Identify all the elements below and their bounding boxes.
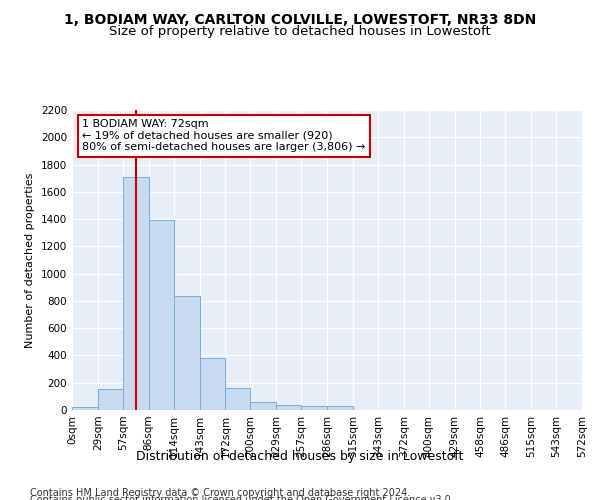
Bar (250, 402, 276, 410)
Text: 1, BODIAM WAY, CARLTON COLVILLE, LOWESTOFT, NR33 8DN: 1, BODIAM WAY, CARLTON COLVILLE, LOWESTO… (64, 12, 536, 26)
Bar (123, 177, 149, 410)
Bar (226, 388, 250, 410)
Text: 1 BODIAM WAY: 72sqm
← 19% of detached houses are smaller (920)
80% of semi-detac: 1 BODIAM WAY: 72sqm ← 19% of detached ho… (82, 119, 365, 152)
Text: Contains HM Land Registry data © Crown copyright and database right 2024.: Contains HM Land Registry data © Crown c… (30, 488, 410, 498)
Bar (276, 405, 301, 410)
Text: Contains public sector information licensed under the Open Government Licence v3: Contains public sector information licen… (30, 495, 454, 500)
Bar (72, 408, 98, 410)
Text: Distribution of detached houses by size in Lowestoft: Distribution of detached houses by size … (136, 450, 464, 463)
Bar (173, 296, 199, 410)
Bar (149, 220, 173, 410)
Bar (301, 406, 327, 410)
Y-axis label: Number of detached properties: Number of detached properties (25, 172, 35, 348)
Bar (327, 406, 353, 410)
Bar (98, 389, 123, 410)
Text: Size of property relative to detached houses in Lowestoft: Size of property relative to detached ho… (109, 25, 491, 38)
Bar (199, 358, 226, 410)
